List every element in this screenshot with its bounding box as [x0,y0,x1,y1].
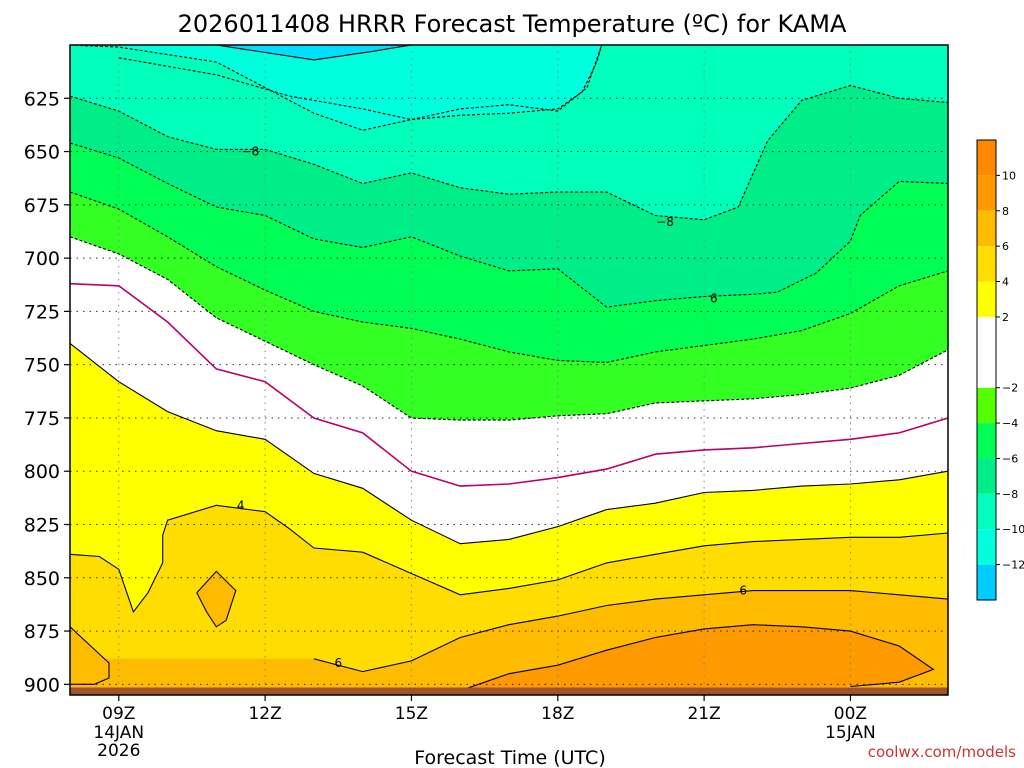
contour-8-13 [460,624,935,692]
contour-labels: −8 −8 6 4 6 6 [237,145,747,670]
colorbar-label-6: −4 [1002,417,1018,430]
fill-left-plus6 [70,626,109,685]
contour-label-2: 6 [710,292,718,306]
colorbar-bin-2 [977,493,996,530]
plot-area [70,45,948,695]
x-axis-label: Forecast Time (UTC) [414,747,605,768]
contour--6-4 [70,142,948,308]
y-axis: 625 650 675 700 725 750 775 800 825 850 875 900 [24,88,70,696]
x-tick-label-21Z: 21Z [687,704,720,724]
y-tick-label-750: 750 [24,355,60,377]
colorbar-label-10: −12 [1002,559,1024,572]
ground-bar [70,687,948,695]
y-tick-label-775: 775 [24,408,60,430]
y-tick-label-650: 650 [24,142,60,164]
colorbar-bin-3 [977,458,996,494]
colorbar-bin-8 [977,246,996,282]
x-tick-label-00Z: 00Z [834,704,867,724]
x-tick-label-12Z: 12Z [248,704,281,724]
contour--2-6 [70,236,948,421]
fill-closed-plus4 [196,571,236,627]
contour-label-4: 6 [739,584,747,598]
y-tick-label-725: 725 [24,301,60,323]
colorbar-label-5: −2 [1002,382,1018,395]
y-tick-label-875: 875 [24,621,60,643]
colorbar-bin-0 [977,564,996,600]
contour-label-3: 4 [237,498,245,512]
y-tick-label-625: 625 [24,88,60,110]
colorbar-bin-10 [977,175,996,211]
y-tick-label-700: 700 [24,248,60,270]
colorbar-bin-7 [977,281,996,317]
colorbar-bin-11 [977,140,996,176]
fill-minus12 [216,45,412,60]
ground-layer [70,687,948,695]
chart-title: 2026011408 HRRR Forecast Temperature (ºC… [178,10,847,38]
y-tick-label-900: 900 [24,674,60,696]
x-tick-year-09Z: 2026 [97,741,140,761]
contour--4-5 [70,191,948,364]
contour--10-1 [70,45,603,131]
credit-text: coolwx.com/models [868,743,1016,761]
contour-label-5: 6 [334,656,342,670]
y-tick-label-850: 850 [24,568,60,590]
colorbar-label-8: −8 [1002,488,1018,501]
colorbar: 10 8 6 4 2 −2 −4 −6 −8 −10 −12 [976,139,1024,601]
contour-4-9 [70,504,948,614]
colorbar-bin-9 [977,210,996,247]
colorbar-bin-1 [977,529,996,565]
contour-0-7 [70,282,948,487]
contour-lines [70,45,948,692]
gridlines [70,45,948,695]
x-tick-label-18Z: 18Z [541,704,574,724]
colorbar-bin-5 [977,387,996,424]
x-tick-date-09Z: 14JAN [93,723,144,743]
x-tick-label-15Z: 15Z [395,704,428,724]
colorbar-label-3: 4 [1002,276,1009,289]
y-tick-label-825: 825 [24,515,60,537]
colorbar-label-9: −10 [1002,523,1024,536]
plot-frame [69,44,949,696]
contour--8-3 [70,84,948,221]
contour-6-12 [313,590,948,673]
x-tick-date-00Z: 15JAN [825,723,876,743]
y-tick-label-675: 675 [24,195,60,217]
colorbar-frame [976,139,997,601]
colorbar-bin-6 [977,316,996,388]
contour-label-1: −8 [656,215,674,229]
contour-2-8 [70,342,948,545]
contour-4-10 [196,570,237,628]
fill-plus8 [460,624,934,691]
contour-6-11 [70,626,110,685]
colorbar-label-1: 8 [1002,205,1009,218]
contour--8-2 [118,45,603,121]
contour-label-0: −8 [242,145,260,159]
colorbar-label-2: 6 [1002,240,1009,253]
colorbar-label-0: 10 [1002,169,1016,182]
y-tick-label-800: 800 [24,461,60,483]
contour--12-0 [216,45,412,61]
colorbar-label-7: −6 [1002,452,1018,465]
x-tick-label-09Z: 09Z [102,704,135,724]
colorbar-bin-4 [977,423,996,459]
colorbar-label-4: 2 [1002,311,1009,324]
